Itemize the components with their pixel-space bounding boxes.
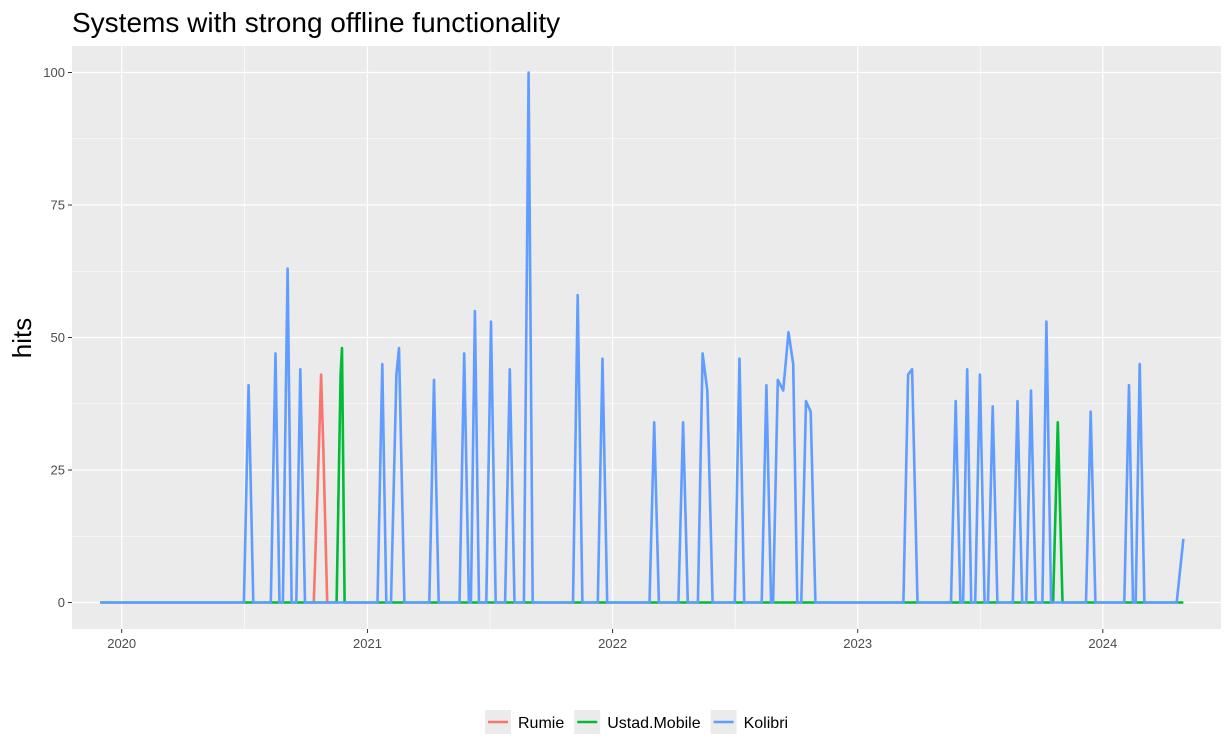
y-tick-label: 25 <box>51 463 65 478</box>
y-axis-label: hits <box>7 318 37 358</box>
chart-title: Systems with strong offline functionalit… <box>72 7 560 38</box>
y-tick-label: 100 <box>43 65 65 80</box>
plot-area: 0 25 50 75 100 2020 2021 2022 2023 2024 <box>43 46 1221 651</box>
series-line-rumie <box>312 373 329 603</box>
series-line-kolibri <box>100 71 1185 604</box>
y-tick-label: 0 <box>58 595 65 610</box>
x-tick-label: 2021 <box>353 636 382 651</box>
legend-label-ustad-mobile: Ustad.Mobile <box>607 715 700 732</box>
x-tick-label: 2020 <box>107 636 136 651</box>
x-tick-label: 2023 <box>843 636 872 651</box>
legend-label-kolibri: Kolibri <box>744 715 788 732</box>
y-tick-label: 50 <box>51 330 65 345</box>
y-tick-label: 75 <box>51 198 65 213</box>
legend: Rumie Ustad.Mobile Kolibri <box>485 710 788 734</box>
legend-label-rumie: Rumie <box>518 715 564 732</box>
x-tick-label: 2024 <box>1088 636 1117 651</box>
x-tick-label: 2022 <box>598 636 627 651</box>
